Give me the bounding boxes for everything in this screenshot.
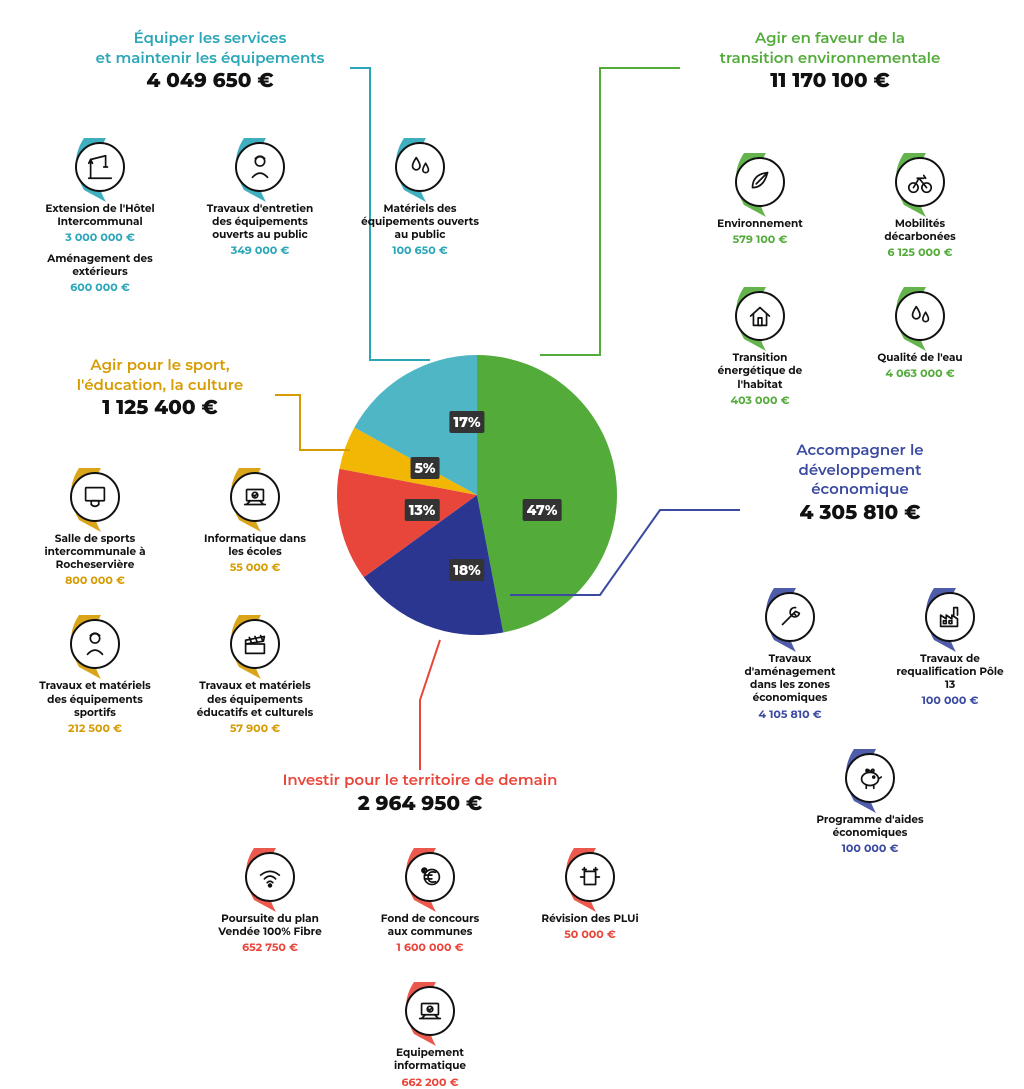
connector-terr (420, 640, 440, 770)
item-label: Poursuite du plan Vendée 100% Fibre (210, 912, 330, 938)
piggy-icon (845, 753, 895, 803)
item-label: Travaux d'entretien des équipements ouve… (200, 202, 320, 241)
laptop-icon (405, 986, 455, 1036)
bike-icon (895, 157, 945, 207)
item-label: Mobilités décarbonées (860, 217, 980, 243)
item-eco-1: Travaux de requalification Pôle 13 100 00… (890, 588, 1010, 721)
item-amount: 3 000 000 € (65, 230, 135, 244)
item-amount: 4 105 810 € (758, 707, 821, 721)
item-amount: 4 063 000 € (885, 366, 954, 380)
section-title-sport: Agir pour le sport,l'éducation, la cultu… (45, 355, 275, 394)
item-label: Travaux et matériels des équipements édu… (195, 679, 315, 718)
item-label: Travaux et matériels des équipements spo… (35, 679, 155, 718)
section-amount-equip: 4 049 650 € (70, 69, 350, 93)
pie-slice-env (477, 355, 617, 633)
item-eco-2: Programme d'aides économiques 100 000 € (810, 749, 930, 855)
items-terr: Poursuite du plan Vendée 100% Fibre 652 7… (150, 848, 710, 1089)
item-amount: 50 000 € (564, 927, 616, 941)
item-label: Fond de concours aux communes (370, 912, 490, 938)
item-label: Informatique dans les écoles (195, 532, 315, 558)
item-label: Travaux d'aménagement dans les zones éco… (730, 652, 850, 705)
item-amount: 212 500 € (68, 721, 122, 735)
item-label: Transition énergétique de l'habitat (700, 351, 820, 390)
item-amount: 6 125 000 € (887, 245, 952, 259)
section-amount-env: 11 170 100 € (680, 69, 980, 93)
worker-icon (235, 142, 285, 192)
item-amount: 100 650 € (392, 243, 447, 257)
pie-label-eco: 18% (449, 559, 484, 581)
section-title-terr: Investir pour le territoire de demain (210, 770, 630, 790)
items-equip: Extension de l'Hôtel Intercommunal 3 000 … (30, 138, 490, 294)
drops-icon (395, 142, 445, 192)
crane-icon (75, 142, 125, 192)
item-label: Salle de sports intercommunale à Rochese… (35, 532, 155, 571)
item-terr-3: Equipement informatique 662 200 € (370, 982, 490, 1088)
items-sport: Salle de sports intercommunale à Rochese… (25, 468, 325, 735)
item-label: Travaux de requalification Pôle 13 (890, 652, 1010, 691)
leaf-icon (735, 157, 785, 207)
item-amount: 1 600 000 € (397, 940, 464, 954)
wifi-icon (245, 852, 295, 902)
item-env-2: Transition énergétique de l'habitat 403 0… (700, 287, 820, 406)
item-terr-0: Poursuite du plan Vendée 100% Fibre 652 7… (210, 848, 330, 954)
section-amount-sport: 1 125 400 € (45, 396, 275, 420)
item-amount: 100 000 € (842, 841, 899, 855)
item-label: Equipement informatique (370, 1046, 490, 1072)
item-sport-3: Travaux et matériels des équipements édu… (195, 615, 315, 734)
item-amount: 579 100 € (733, 232, 788, 246)
items-eco: Travaux d'aménagement dans les zones éco… (720, 588, 1020, 855)
item-terr-1: Fond de concours aux communes 1 600 000 € (370, 848, 490, 954)
pie-label-equip: 17% (449, 411, 484, 433)
item-amount: 57 900 € (230, 721, 280, 735)
item-amount: 800 000 € (65, 573, 125, 587)
item-amount: 100 000 € (922, 693, 979, 707)
pie-label-terr: 13% (405, 499, 440, 521)
item-env-3: Qualité de l'eau4 063 000 € (860, 287, 980, 406)
factory-icon (925, 592, 975, 642)
item-eco-0: Travaux d'aménagement dans les zones éco… (730, 588, 850, 721)
wrench-icon (765, 592, 815, 642)
item-equip-2: Matériels des équipements ouverts au pub… (360, 138, 480, 294)
item-sub-label: Aménagement des extérieurs (40, 252, 160, 278)
drops-icon (895, 291, 945, 341)
euro-icon (405, 852, 455, 902)
item-env-1: Mobilités décarbonées 6 125 000 € (860, 153, 980, 259)
section-title-eco: Accompagner ledéveloppementéconomique (740, 440, 980, 499)
item-terr-2: Révision des PLUi50 000 € (530, 848, 650, 954)
item-label: Programme d'aides économiques (810, 813, 930, 839)
section-amount-terr: 2 964 950 € (210, 792, 630, 816)
item-amount: 662 200 € (401, 1075, 458, 1089)
section-amount-eco: 4 305 810 € (740, 501, 980, 525)
item-env-0: Environnement579 100 € (700, 153, 820, 259)
pie-chart: 47% 18% 13% 5% 17% (332, 350, 622, 640)
connector-env (540, 68, 680, 355)
pie-label-env: 47% (523, 499, 562, 521)
house-icon (735, 291, 785, 341)
item-amount: 349 000 € (231, 243, 290, 257)
item-sport-0: Salle de sports intercommunale à Rochese… (35, 468, 155, 587)
item-amount: 55 000 € (230, 560, 281, 574)
item-equip-1: Travaux d'entretien des équipements ouve… (200, 138, 320, 294)
item-label: Matériels des équipements ouverts au pub… (360, 202, 480, 241)
item-equip-0: Extension de l'Hôtel Intercommunal 3 000 … (40, 138, 160, 294)
items-env: Environnement579 100 € Mobilités décarbon… (690, 153, 990, 407)
laptop-icon (230, 472, 280, 522)
item-sport-1: Informatique dans les écoles 55 000 € (195, 468, 315, 587)
item-amount: 403 000 € (730, 393, 789, 407)
plan-icon (565, 852, 615, 902)
item-amount: 652 750 € (242, 940, 298, 954)
pie-label-sport: 5% (411, 457, 440, 479)
section-title-env: Agir en faveur de latransition environne… (680, 28, 980, 67)
item-sub-amount: 600 000 € (70, 280, 130, 294)
item-label: Extension de l'Hôtel Intercommunal (40, 202, 160, 228)
hoop-icon (70, 472, 120, 522)
item-sport-2: Travaux et matériels des équipements spo… (35, 615, 155, 734)
section-title-equip: Équiper les serviceset maintenir les équ… (70, 28, 350, 67)
